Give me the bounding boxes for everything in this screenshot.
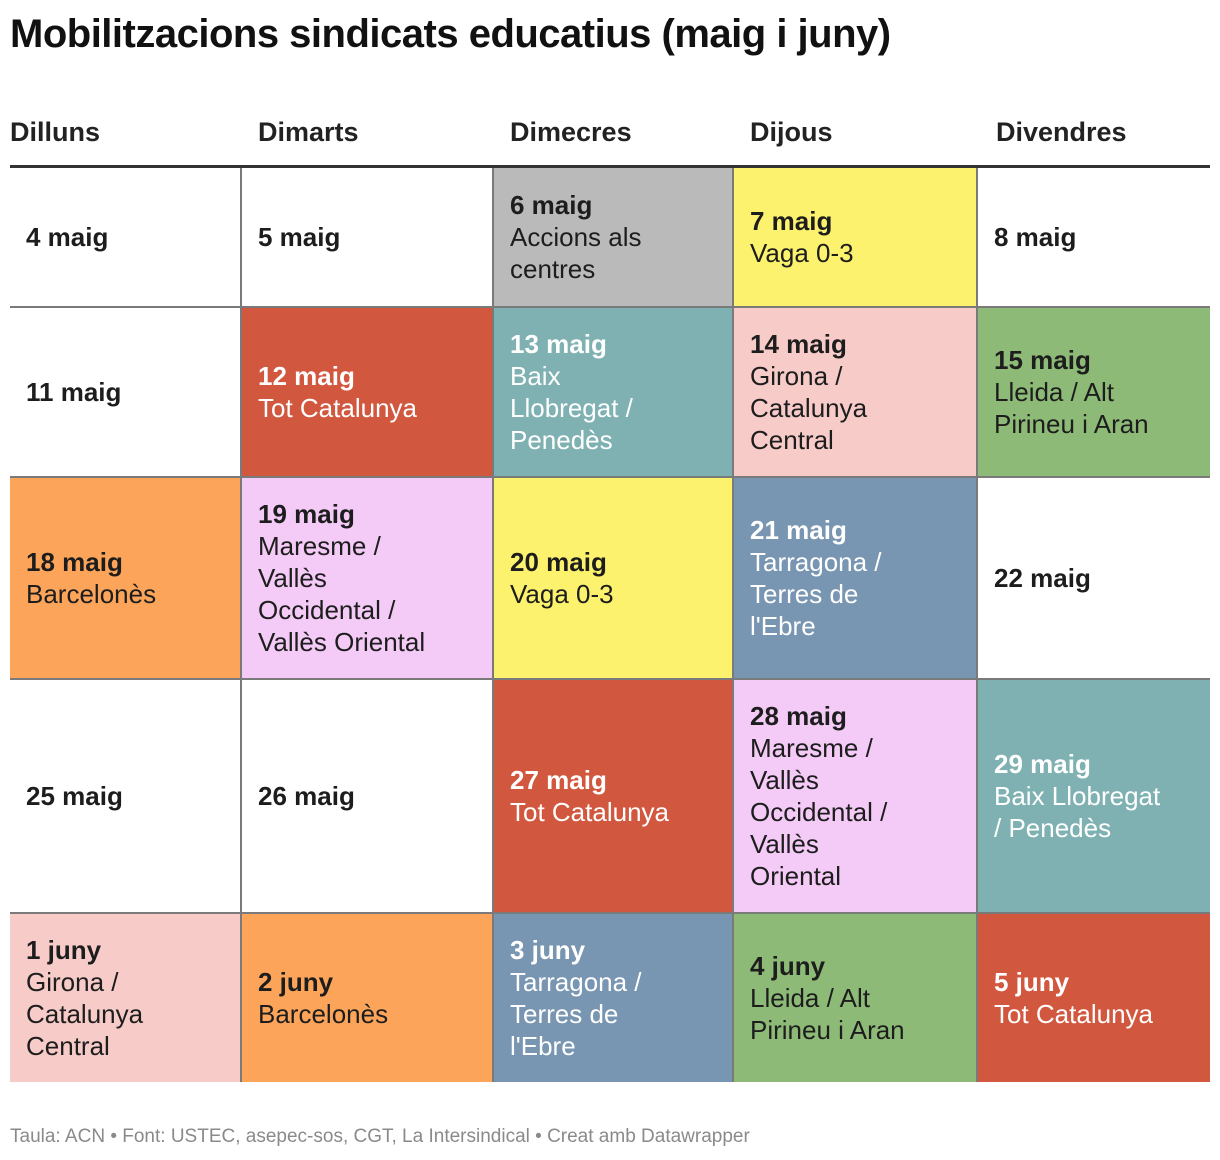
cell-event-text: Accions als centres [510,222,642,284]
cell-event-text: Tot Catalunya [510,797,669,827]
cell-date: 4 juny [750,951,826,981]
cell-event-text: Vaga 0-3 [510,579,614,609]
calendar-cell: 4 juny Lleida / Alt Pirineu i Aran [734,914,978,1082]
cell-date: 11 maig [26,377,122,407]
chart-title: Mobilitzacions sindicats educatius (maig… [10,12,891,56]
calendar-cell: 12 maig Tot Catalunya [242,308,494,478]
source-footer: Taula: ACN • Font: USTEC, asepec-sos, CG… [10,1126,750,1147]
cell-date: 27 maig [510,765,607,795]
table-row: 4 maig 5 maig 6 maig Accions als centres 7 m… [10,168,1210,308]
cell-event-text: Barcelonès [258,999,389,1029]
cell-date: 2 juny [258,967,334,997]
calendar-cell: 13 maig Baix Llobregat / Penedès [494,308,734,478]
cell-event-text: Tot Catalunya [994,999,1153,1029]
column-header: Dimarts [258,117,359,147]
cell-date: 5 juny [994,967,1070,997]
calendar-cell: 29 maig Baix Llobregat / Penedès [978,680,1210,914]
calendar-cell: 28 maig Maresme / Vallès Occidental / Val… [734,680,978,914]
cell-date: 14 maig [750,329,847,359]
column-header: Dimecres [510,117,632,147]
calendar-cell: 20 maig Vaga 0-3 [494,478,734,680]
calendar-cell: 26 maig [242,680,494,914]
cell-event-text: Lleida / Alt Pirineu i Aran [994,377,1149,439]
cell-date: 4 maig [26,222,109,252]
cell-event-text: Girona / Catalunya Central [26,967,144,1061]
calendar-cell: 5 maig [242,168,494,308]
table-header-row: Dilluns Dimarts Dimecres Dijous Divendres [10,100,1210,168]
cell-date: 29 maig [994,749,1091,779]
calendar-cell: 18 maig Barcelonès [10,478,242,680]
calendar-cell: 19 maig Maresme / Vallès Occidental / Val… [242,478,494,680]
calendar-cell: 6 maig Accions als centres [494,168,734,308]
cell-date: 7 maig [750,206,833,236]
table-row: 11 maig 12 maig Tot Catalunya 13 maig Baix L… [10,308,1210,478]
cell-event-text: Baix Llobregat / Penedès [510,361,633,455]
table-row: 1 juny Girona / Catalunya Central 2 juny Ba… [10,914,1210,1082]
calendar-cell: 7 maig Vaga 0-3 [734,168,978,308]
calendar-cell: 22 maig [978,478,1210,680]
cell-event-text: Tarragona / Terres de l'Ebre [510,967,642,1061]
cell-date: 22 maig [994,563,1091,593]
cell-event-text: Maresme / Vallès Occidental / Vallès Ori… [750,733,888,891]
cell-date: 1 juny [26,935,102,965]
table-row: 25 maig 26 maig 27 maig Tot Catalunya 28 mai… [10,680,1210,914]
cell-date: 15 maig [994,345,1091,375]
cell-event-text: Barcelonès [26,579,157,609]
column-header: Dijous [750,117,833,147]
cell-event-text: Girona / Catalunya Central [750,361,868,455]
calendar-cell: 3 juny Tarragona / Terres de l'Ebre [494,914,734,1082]
cell-date: 21 maig [750,515,847,545]
cell-date: 13 maig [510,329,607,359]
table-body: 4 maig 5 maig 6 maig Accions als centres 7 m… [10,168,1210,1082]
calendar-table: Dilluns Dimarts Dimecres Dijous Divendres 4 … [10,100,1210,1082]
calendar-cell: 5 juny Tot Catalunya [978,914,1210,1082]
cell-date: 20 maig [510,547,607,577]
cell-date: 8 maig [994,222,1077,252]
cell-date: 19 maig [258,499,355,529]
cell-date: 25 maig [26,781,123,811]
column-header: Dilluns [10,117,101,147]
cell-date: 3 juny [510,935,586,965]
cell-event-text: Baix Llobregat / Penedès [994,781,1161,843]
calendar-cell: 21 maig Tarragona / Terres de l'Ebre [734,478,978,680]
calendar-cell: 25 maig [10,680,242,914]
column-header: Divendres [996,117,1127,147]
calendar-cell: 8 maig [978,168,1210,308]
calendar-cell: 15 maig Lleida / Alt Pirineu i Aran [978,308,1210,478]
cell-event-text: Tot Catalunya [258,393,417,423]
cell-date: 5 maig [258,222,341,252]
cell-event-text: Maresme / Vallès Occidental / Vallès Ori… [258,531,426,657]
cell-event-text: Lleida / Alt Pirineu i Aran [750,983,905,1045]
calendar-cell: 2 juny Barcelonès [242,914,494,1082]
cell-event-text: Vaga 0-3 [750,238,854,268]
table-row: 18 maig Barcelonès 19 maig Maresme / Vallès… [10,478,1210,680]
cell-date: 18 maig [26,547,123,577]
calendar-cell: 27 maig Tot Catalunya [494,680,734,914]
cell-date: 12 maig [258,361,355,391]
cell-date: 6 maig [510,190,593,220]
cell-event-text: Tarragona / Terres de l'Ebre [750,547,882,641]
calendar-cell: 1 juny Girona / Catalunya Central [10,914,242,1082]
calendar-cell: 11 maig [10,308,242,478]
calendar-cell: 14 maig Girona / Catalunya Central [734,308,978,478]
cell-date: 26 maig [258,781,355,811]
calendar-cell: 4 maig [10,168,242,308]
cell-date: 28 maig [750,701,847,731]
